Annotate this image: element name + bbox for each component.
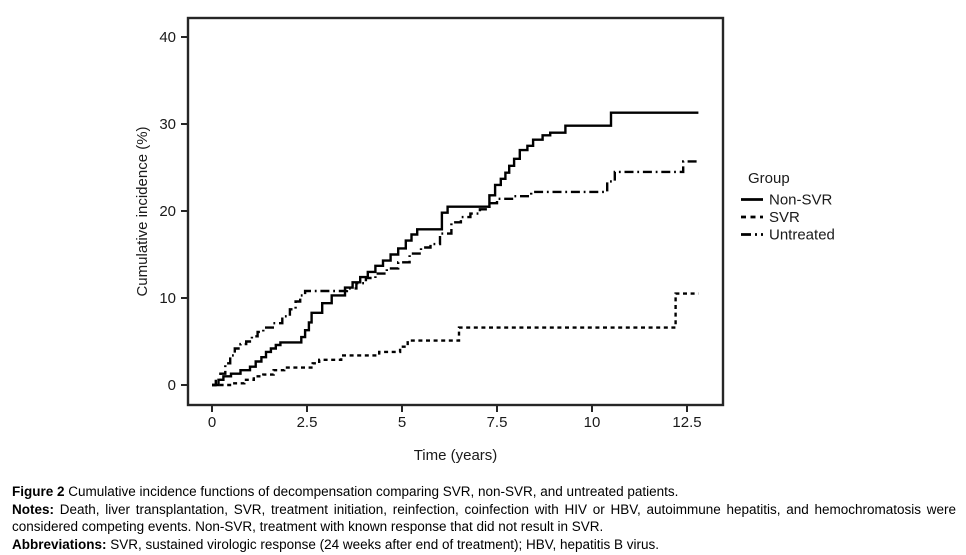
cumulative-incidence-chart: 0 2.5 5 7.5 10 12.5 0 10 20 30 40 Time (years) Cumul… bbox=[134, 16, 835, 464]
y-tick-label: 10 bbox=[159, 290, 176, 307]
series-curve-svr bbox=[212, 292, 699, 387]
notes-text: Death, liver transplantation, SVR, treat… bbox=[12, 501, 956, 535]
legend-label-svr: SVR bbox=[769, 209, 800, 226]
x-tick-label: 12.5 bbox=[672, 414, 701, 431]
legend-title: Group bbox=[748, 170, 790, 187]
notes-label: Notes: bbox=[12, 501, 55, 517]
figure-text: Cumulative incidence functions of decomp… bbox=[68, 484, 679, 499]
x-tick-label: 0 bbox=[208, 414, 216, 431]
abbreviations-label: Abbreviations: bbox=[12, 536, 107, 552]
x-axis-title: Time (years) bbox=[414, 447, 498, 464]
series-curve-non-svr bbox=[212, 111, 699, 387]
legend-label-untreated: Untreated bbox=[769, 227, 835, 244]
y-tick-label: 40 bbox=[159, 29, 176, 46]
plot-frame bbox=[186, 16, 725, 407]
figure-label: Figure 2 bbox=[12, 484, 65, 499]
y-tick-label: 0 bbox=[168, 377, 176, 394]
x-tick-label: 10 bbox=[584, 414, 601, 431]
caption-abbreviations-line: Abbreviations: SVR, sustained virologic … bbox=[12, 536, 956, 554]
abbreviations-text: SVR, sustained virologic response (24 we… bbox=[110, 536, 660, 552]
figure-caption: Figure 2 Cumulative incidence functions … bbox=[12, 483, 956, 553]
x-tick-label: 7.5 bbox=[487, 414, 508, 431]
y-axis-title: Cumulative incidence (%) bbox=[134, 126, 151, 296]
series-curve-untreated bbox=[212, 160, 699, 387]
legend-label-non-svr: Non-SVR bbox=[769, 192, 833, 209]
y-tick-label: 20 bbox=[159, 203, 176, 220]
x-tick-label: 2.5 bbox=[297, 414, 318, 431]
caption-figure-line: Figure 2 Cumulative incidence functions … bbox=[12, 483, 956, 501]
y-tick-label: 30 bbox=[159, 116, 176, 133]
caption-notes-line: Notes: Death, liver transplantation, SVR… bbox=[12, 501, 956, 536]
x-tick-label: 5 bbox=[398, 414, 406, 431]
chart-svg: 0 2.5 5 7.5 10 12.5 0 10 20 30 40 Time (years) Cumul… bbox=[134, 16, 835, 464]
